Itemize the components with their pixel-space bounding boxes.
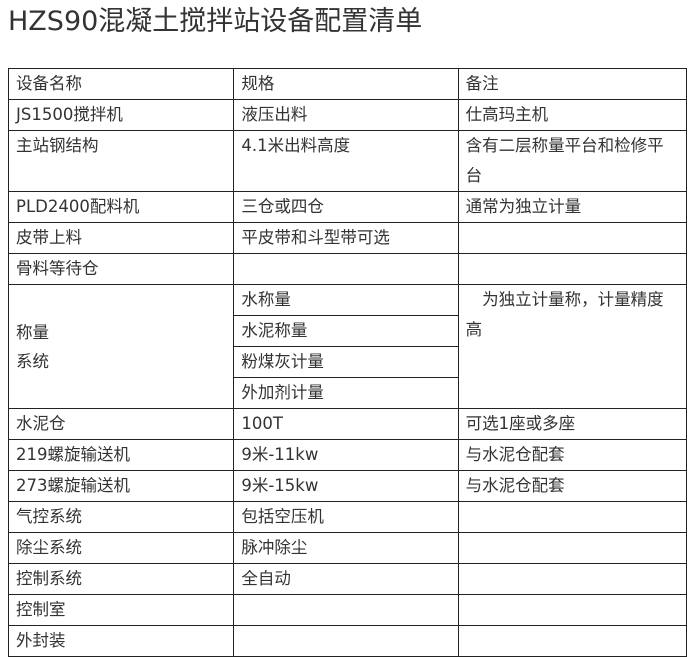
table-cell: 与水泥仓配套 bbox=[457, 439, 688, 471]
table-cell: 三仓或四仓 bbox=[233, 191, 459, 223]
table-cell: 脉冲除尘 bbox=[233, 532, 459, 564]
table-cell bbox=[457, 532, 688, 564]
table-cell: 控制室 bbox=[7, 594, 235, 626]
table-cell: 仕高玛主机 bbox=[457, 99, 688, 131]
table-row: 水泥称量 bbox=[9, 315, 687, 347]
table-cell bbox=[457, 253, 688, 285]
table-header-row: 设备名称 规格 备注 bbox=[7, 68, 688, 100]
table-row: 219螺旋输送机 9米-11kw 与水泥仓配套 bbox=[7, 439, 688, 471]
table-cell bbox=[233, 625, 459, 657]
table-cell: 外封装 bbox=[7, 625, 235, 657]
table-cell: 全自动 bbox=[233, 563, 459, 595]
table-cell: 除尘系统 bbox=[7, 532, 235, 564]
table-row: 粉煤灰计量 bbox=[9, 346, 687, 378]
table-cell: 骨料等待仓 bbox=[7, 253, 235, 285]
table-cell: 水泥仓 bbox=[7, 408, 235, 440]
table-cell: 为独立计量称，计量精度高 bbox=[457, 284, 688, 409]
table-cell bbox=[457, 501, 688, 533]
page-title: HZS90混凝土搅拌站设备配置清单 bbox=[8, 6, 423, 37]
table-cell: 通常为独立计量 bbox=[457, 191, 688, 223]
table-row: 外封装 bbox=[7, 625, 688, 657]
table-cell: 100T bbox=[233, 408, 459, 440]
table-row: JS1500搅拌机 液压出料 仕高玛主机 bbox=[7, 99, 688, 131]
table-cell: 273螺旋输送机 bbox=[7, 470, 235, 502]
table-cell: 4.1米出料高度 bbox=[233, 130, 459, 192]
table-cell: 219螺旋输送机 bbox=[7, 439, 235, 471]
table-row: 气控系统 包括空压机 bbox=[7, 501, 688, 533]
header-cell: 规格 bbox=[233, 68, 459, 100]
table-cell: 平皮带和斗型带可选 bbox=[233, 222, 459, 254]
table-cell: 可选1座或多座 bbox=[457, 408, 688, 440]
table-cell: PLD2400配料机 bbox=[7, 191, 235, 223]
table-row: 控制系统 全自动 bbox=[7, 563, 688, 595]
table-row: 水泥仓 100T 可选1座或多座 bbox=[7, 408, 688, 440]
table-cell bbox=[457, 625, 688, 657]
table-cell: 水泥称量 bbox=[233, 315, 459, 347]
table-row: 皮带上料 平皮带和斗型带可选 bbox=[7, 222, 688, 254]
table-cell: 皮带上料 bbox=[7, 222, 235, 254]
table-cell bbox=[457, 222, 688, 254]
table-cell bbox=[233, 594, 459, 626]
equipment-table: 设备名称 规格 备注 JS1500搅拌机 液压出料 仕高玛主机 主站钢结构 4.1米出料… bbox=[7, 68, 688, 657]
table-cell: 主站钢结构 bbox=[7, 130, 235, 192]
table-cell: 外加剂计量 bbox=[233, 377, 459, 409]
table-cell: 水称量 bbox=[233, 284, 459, 316]
table-row: 骨料等待仓 bbox=[7, 253, 688, 285]
table-row: 主站钢结构 4.1米出料高度 含有二层称量平台和检修平台 bbox=[7, 130, 688, 192]
header-cell: 备注 bbox=[457, 68, 688, 100]
table-cell: 称量 系统 bbox=[7, 284, 235, 409]
weighing-name-line: 系统 bbox=[16, 351, 49, 371]
table-cell bbox=[457, 594, 688, 626]
header-cell: 设备名称 bbox=[7, 68, 235, 100]
table-cell: JS1500搅拌机 bbox=[7, 99, 235, 131]
weighing-name-line: 称量 bbox=[16, 322, 49, 342]
table-cell: 液压出料 bbox=[233, 99, 459, 131]
table-cell: 气控系统 bbox=[7, 501, 235, 533]
table-cell: 与水泥仓配套 bbox=[457, 470, 688, 502]
table-cell: 含有二层称量平台和检修平台 bbox=[457, 130, 688, 192]
table-cell: 包括空压机 bbox=[233, 501, 459, 533]
table-row: 控制室 bbox=[7, 594, 688, 626]
table-row: 除尘系统 脉冲除尘 bbox=[7, 532, 688, 564]
table-row: PLD2400配料机 三仓或四仓 通常为独立计量 bbox=[7, 191, 688, 223]
table-row: 称量 系统 水称量 为独立计量称，计量精度高 bbox=[7, 284, 688, 409]
table-cell: 控制系统 bbox=[7, 563, 235, 595]
table-cell: 粉煤灰计量 bbox=[233, 346, 459, 378]
table-cell: 9米-11kw bbox=[233, 439, 459, 471]
table-cell bbox=[233, 253, 459, 285]
table-cell: 9米-15kw bbox=[233, 470, 459, 502]
table-row: 273螺旋输送机 9米-15kw 与水泥仓配套 bbox=[7, 470, 688, 502]
table-cell bbox=[457, 563, 688, 595]
